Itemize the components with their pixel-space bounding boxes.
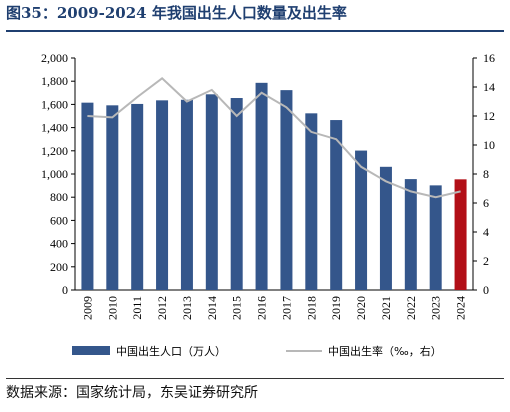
- right-tick-label: 16: [483, 51, 495, 65]
- bar-series: [81, 82, 467, 291]
- left-tick-label: 1,800: [41, 74, 68, 88]
- bar-2013: [180, 99, 193, 290]
- legend-line-label: 中国出生率（‰，右）: [328, 344, 442, 358]
- bar-2024: [454, 179, 467, 290]
- bar-2021: [379, 166, 392, 290]
- x-tick-label: 2019: [329, 296, 343, 320]
- legend-bar-swatch: [72, 346, 110, 355]
- left-tick-label: 1,000: [41, 167, 68, 181]
- x-axis-labels: 2009 2010 2011 2012 2013 2014 2015 2016 2017 2018…: [80, 296, 467, 320]
- right-tick-label: 8: [483, 167, 489, 181]
- bar-2023: [429, 185, 442, 290]
- bar-2010: [106, 105, 119, 290]
- left-tick-label: 1,200: [41, 144, 68, 158]
- bar-2014: [205, 94, 218, 290]
- bar-2011: [131, 103, 144, 290]
- bar-2016: [255, 82, 268, 290]
- bar-2019: [330, 120, 343, 290]
- left-tick-label: 2,000: [41, 51, 68, 65]
- left-tick-label: 400: [50, 237, 68, 251]
- x-tick-label: 2009: [80, 296, 94, 320]
- left-tick-label: 0: [62, 283, 68, 297]
- bar-2022: [404, 179, 417, 290]
- right-tick-label: 10: [483, 138, 495, 152]
- x-tick-label: 2013: [180, 296, 194, 320]
- x-tick-label: 2021: [379, 296, 393, 320]
- birth-rate-line: [87, 76, 461, 199]
- chart-axes: 0 200 400 600 800 1,000 1,200 1,400 1,600 1,800 2,…: [41, 51, 495, 297]
- left-tick-label: 1,600: [41, 97, 68, 111]
- left-tick-label: 200: [50, 260, 68, 274]
- right-tick-label: 4: [483, 225, 489, 239]
- line-series: [87, 76, 461, 199]
- left-tick-label: 600: [50, 213, 68, 227]
- bar-2009: [81, 102, 94, 290]
- bar-2017: [280, 90, 293, 290]
- x-tick-label: 2015: [230, 296, 244, 320]
- title-divider: [6, 30, 504, 32]
- legend-bar-label: 中国出生人口（万人）: [116, 344, 226, 358]
- bar-2020: [355, 150, 368, 290]
- right-tick-label: 12: [483, 109, 495, 123]
- birth-chart: 0 200 400 600 800 1,000 1,200 1,400 1,600 1,800 2,…: [41, 51, 495, 358]
- right-tick-label: 14: [483, 80, 495, 94]
- x-tick-label: 2022: [404, 296, 418, 320]
- right-tick-label: 0: [483, 283, 489, 297]
- x-tick-label: 2017: [279, 296, 293, 320]
- x-tick-label: 2012: [155, 296, 169, 320]
- chart-title: 图35：2009-2024 年我国出生人口数量及出生率: [6, 4, 347, 22]
- source-divider: [6, 378, 504, 379]
- x-tick-label: 2016: [255, 296, 269, 320]
- x-tick-label: 2020: [354, 296, 368, 320]
- source-note: 数据来源：国家统计局，东吴证券研究所: [6, 385, 258, 401]
- bar-2018: [305, 113, 318, 290]
- left-tick-label: 1,400: [41, 121, 68, 135]
- bar-2012: [156, 100, 169, 290]
- x-tick-label: 2023: [429, 296, 443, 320]
- x-tick-label: 2018: [304, 296, 318, 320]
- left-tick-label: 800: [50, 190, 68, 204]
- x-tick-label: 2014: [205, 296, 219, 320]
- right-tick-label: 2: [483, 254, 489, 268]
- bar-2015: [230, 98, 243, 291]
- x-tick-label: 2024: [454, 296, 468, 320]
- right-tick-label: 6: [483, 196, 489, 210]
- x-tick-label: 2010: [105, 296, 119, 320]
- x-tick-label: 2011: [130, 296, 144, 320]
- chart-legend: 中国出生人口（万人） 中国出生率（‰，右）: [72, 344, 442, 358]
